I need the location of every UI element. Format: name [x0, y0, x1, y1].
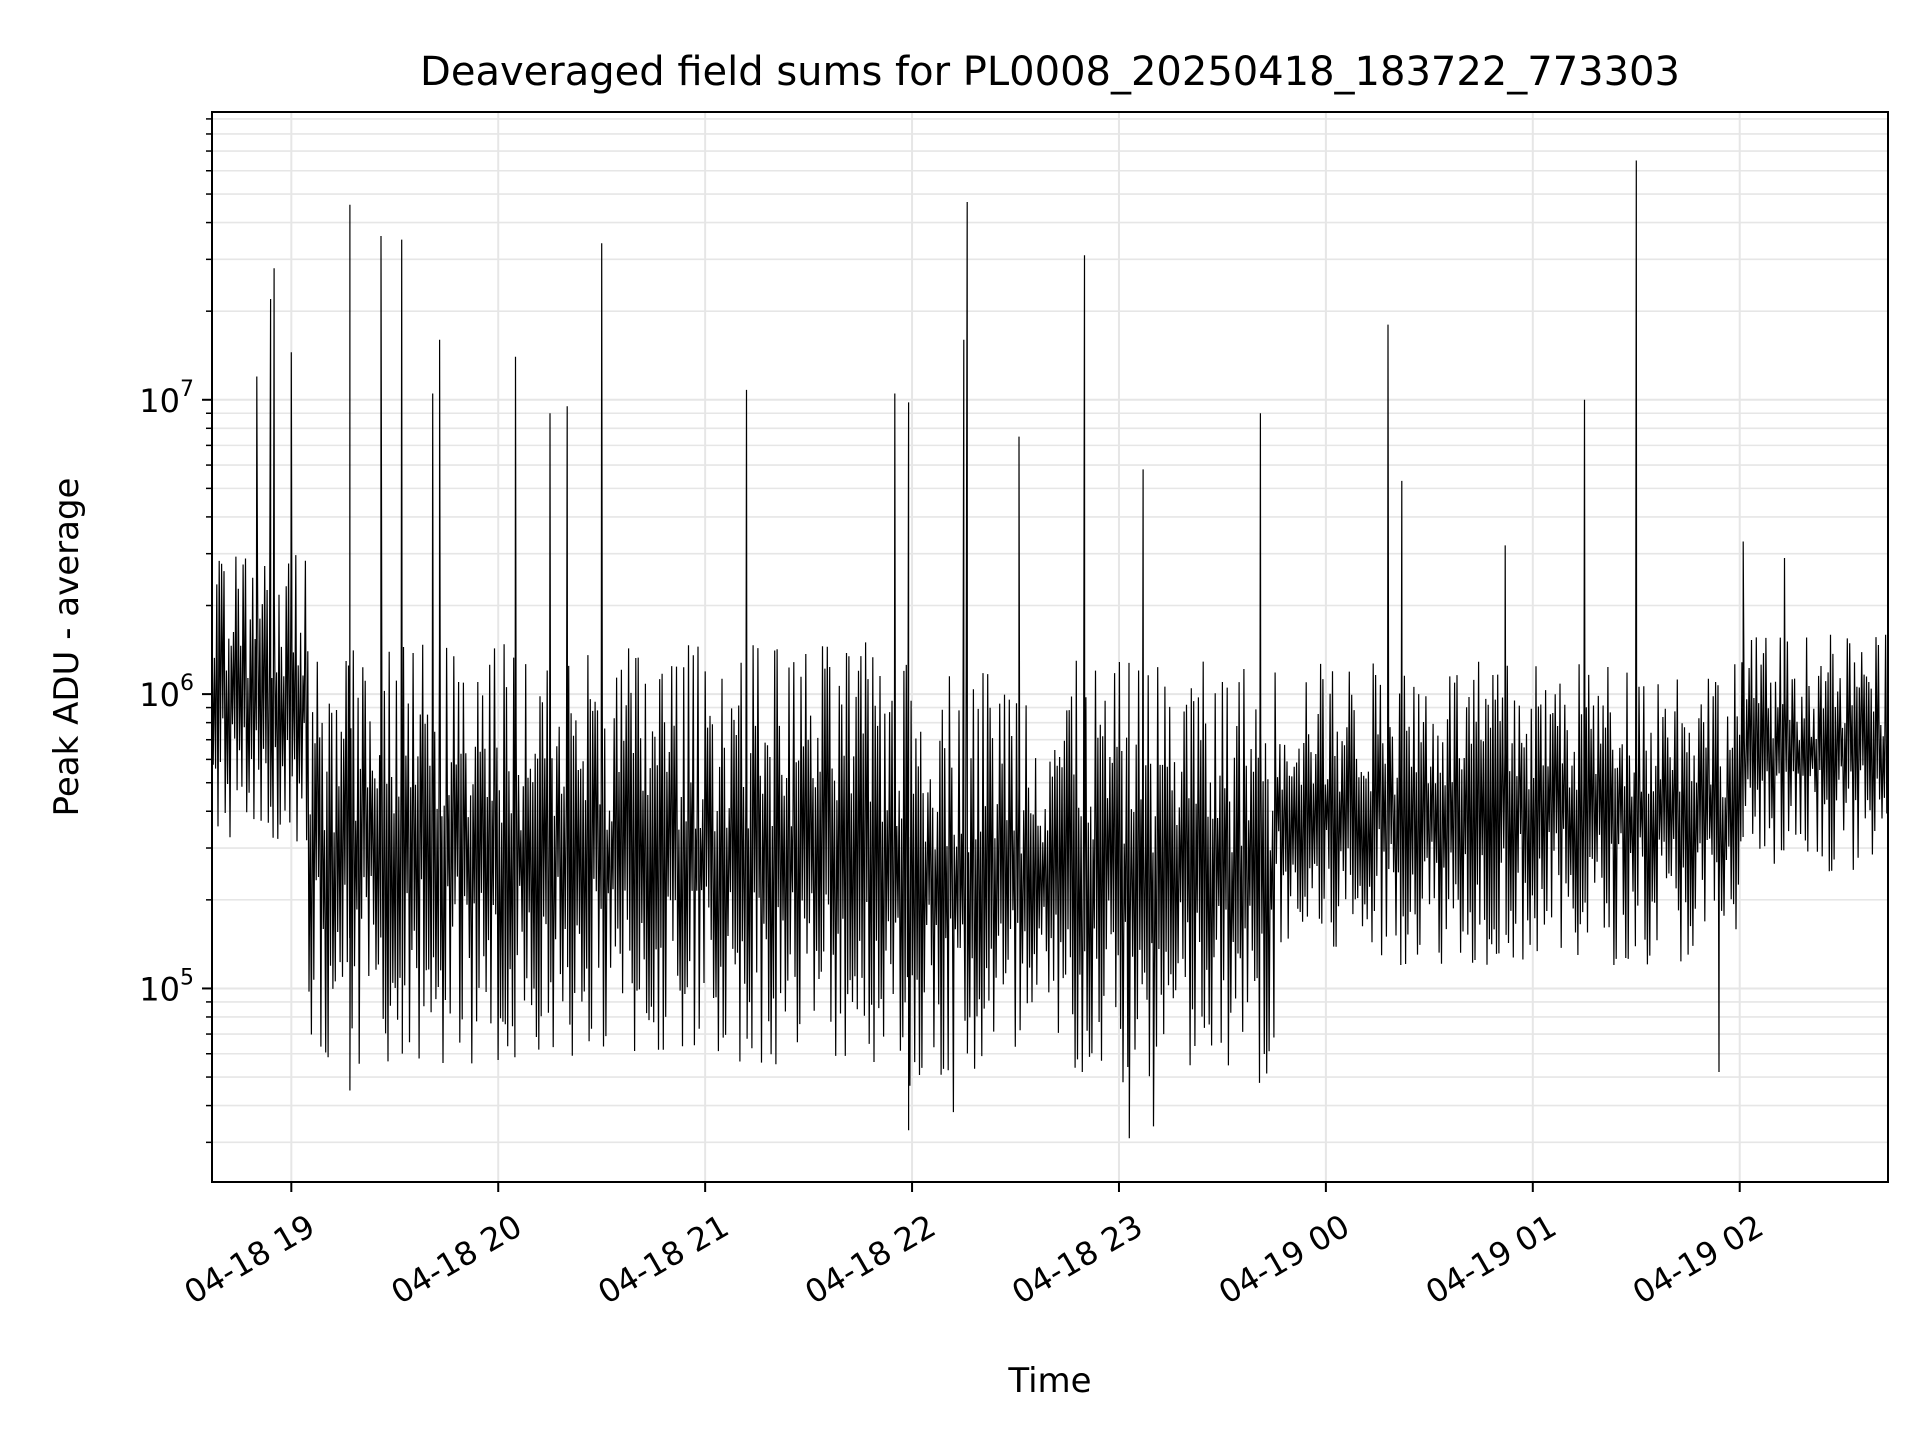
y-tick-label-0: 105	[139, 965, 194, 1008]
x-axis-label: Time	[1007, 1361, 1091, 1401]
y-axis-label: Peak ADU - average	[47, 478, 87, 817]
series-line	[211, 160, 1889, 1139]
y-tick-label-1: 106	[139, 671, 194, 714]
series-peak-adu	[211, 160, 1889, 1139]
plot-area-frame	[211, 111, 1889, 1183]
y-axis-ticks: 105 106 107	[139, 118, 212, 1144]
chart-title: Deaveraged field sums for PL0008_2025041…	[420, 49, 1680, 95]
y-tick-label-2: 107	[139, 377, 194, 420]
